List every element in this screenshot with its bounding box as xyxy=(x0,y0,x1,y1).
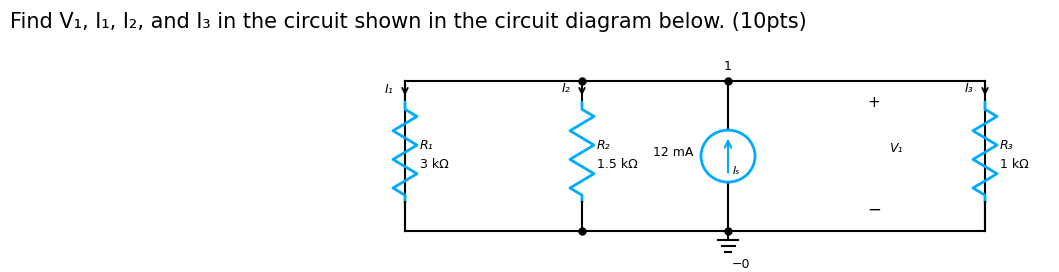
Text: 1 kΩ: 1 kΩ xyxy=(1000,158,1028,171)
Text: Iₛ: Iₛ xyxy=(733,166,740,175)
Text: 1.5 kΩ: 1.5 kΩ xyxy=(597,158,638,171)
Text: R₁: R₁ xyxy=(420,139,433,152)
Text: I₁: I₁ xyxy=(384,83,393,96)
Text: I₃: I₃ xyxy=(965,82,973,95)
Text: I₂: I₂ xyxy=(561,82,570,95)
Text: Find V₁, I₁, I₂, and I₃ in the circuit shown in the circuit diagram below. (10pt: Find V₁, I₁, I₂, and I₃ in the circuit s… xyxy=(10,12,807,32)
Text: R₂: R₂ xyxy=(597,139,611,152)
Text: 3 kΩ: 3 kΩ xyxy=(420,158,449,171)
Text: −: − xyxy=(867,201,881,219)
Text: V₁: V₁ xyxy=(889,142,902,155)
Text: −0: −0 xyxy=(732,258,751,271)
Text: 1: 1 xyxy=(724,60,732,73)
Text: 12 mA: 12 mA xyxy=(652,146,693,159)
Text: +: + xyxy=(867,95,880,110)
Text: R₃: R₃ xyxy=(1000,139,1013,152)
